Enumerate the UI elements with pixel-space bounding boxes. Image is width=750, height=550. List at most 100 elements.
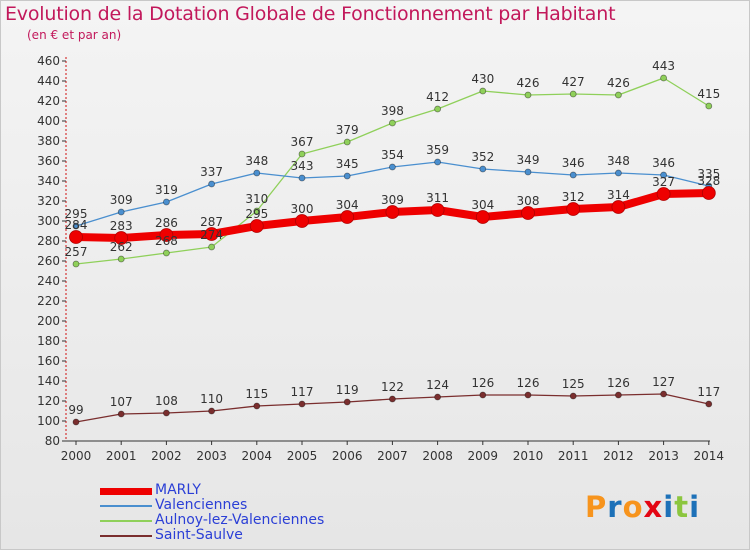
data-point-saint-saulve [162, 409, 170, 417]
legend-swatch-valenciennes [100, 505, 152, 507]
data-label-aulnoy-lez-valenciennes: 310 [245, 192, 268, 206]
data-point-valenciennes [615, 169, 622, 177]
data-point-aulnoy-lez-valenciennes [479, 87, 487, 95]
data-point-marly [521, 206, 535, 220]
data-label-marly: 295 [245, 207, 268, 221]
y-tick-label: 300 [37, 214, 60, 228]
data-label-marly: 287 [200, 215, 223, 229]
data-label-marly: 314 [607, 188, 630, 202]
data-label-saint-saulve: 107 [110, 395, 133, 409]
x-tick-label: 2001 [106, 449, 137, 463]
legend-swatch-marly [100, 488, 152, 495]
data-label-saint-saulve: 115 [245, 387, 268, 401]
data-label-aulnoy-lez-valenciennes: 262 [110, 240, 133, 254]
data-point-marly [69, 230, 83, 244]
data-label-saint-saulve: 126 [607, 376, 630, 390]
data-point-aulnoy-lez-valenciennes [569, 90, 577, 98]
data-point-marly [430, 203, 445, 217]
data-point-aulnoy-lez-valenciennes [72, 260, 80, 268]
data-label-aulnoy-lez-valenciennes: 426 [517, 76, 540, 90]
data-point-valenciennes [162, 198, 170, 206]
data-label-valenciennes: 309 [110, 193, 133, 207]
data-label-valenciennes: 343 [291, 159, 314, 173]
data-label-aulnoy-lez-valenciennes: 412 [426, 90, 449, 104]
legend-label-saint-saulve: Saint-Saulve [155, 527, 243, 543]
data-labels-layer: 284 283 286 287 295 300 304 309 311 304 308 312 314 3… [65, 59, 721, 417]
x-tick-label: 2009 [468, 449, 499, 463]
data-point-marly [475, 210, 490, 224]
logo-letter: o [622, 490, 644, 524]
data-label-saint-saulve: 119 [336, 383, 359, 397]
data-label-aulnoy-lez-valenciennes: 398 [381, 104, 404, 118]
data-point-valenciennes [72, 222, 80, 230]
y-tick-label: 420 [37, 94, 60, 108]
data-label-marly: 309 [381, 193, 404, 207]
axes: 80 100 120 140 160 180 200 220 240 260 280 300 320 34… [37, 54, 724, 463]
legend-label-valenciennes: Valenciennes [155, 497, 248, 513]
data-label-valenciennes: 349 [517, 153, 540, 167]
data-point-marly [656, 187, 671, 201]
data-label-valenciennes: 337 [200, 165, 223, 179]
logo-letter: r [607, 490, 623, 524]
y-tick-label: 140 [37, 374, 60, 388]
proxiti-logo: Proxiti [585, 490, 700, 524]
data-label-saint-saulve: 126 [471, 376, 494, 390]
data-label-marly: 327 [652, 175, 675, 189]
data-label-valenciennes: 359 [426, 143, 449, 157]
data-label-valenciennes: 346 [562, 156, 585, 170]
data-label-aulnoy-lez-valenciennes: 430 [471, 72, 494, 86]
data-point-aulnoy-lez-valenciennes [705, 102, 713, 110]
legend-label-aulnoy: Aulnoy-lez-Valenciennes [155, 512, 325, 528]
data-point-valenciennes [524, 168, 532, 176]
data-label-aulnoy-lez-valenciennes: 426 [607, 76, 630, 90]
data-point-aulnoy-lez-valenciennes [388, 119, 396, 127]
data-point-valenciennes [343, 172, 351, 180]
data-label-aulnoy-lez-valenciennes: 268 [155, 234, 178, 248]
x-tick-label: 2006 [332, 449, 363, 463]
chart-title: Evolution de la Dotation Globale de Fonc… [5, 3, 616, 25]
data-label-valenciennes: 354 [381, 148, 404, 162]
data-label-valenciennes: 348 [607, 154, 630, 168]
data-point-marly [159, 228, 174, 242]
data-point-marly [295, 214, 309, 228]
x-tick-label: 2005 [287, 449, 318, 463]
data-point-saint-saulve [615, 391, 622, 399]
data-point-valenciennes [434, 158, 442, 166]
data-point-saint-saulve [117, 410, 125, 418]
data-label-marly: 300 [291, 202, 314, 216]
data-point-valenciennes [253, 169, 261, 177]
data-label-saint-saulve: 108 [155, 394, 178, 408]
data-label-valenciennes: 345 [336, 157, 359, 171]
x-tick-label: 2014 [694, 449, 725, 463]
data-point-valenciennes [298, 174, 306, 182]
chart-subtitle: (en € et par an) [27, 28, 122, 42]
data-point-aulnoy-lez-valenciennes [660, 74, 667, 82]
y-tick-label: 400 [37, 114, 60, 128]
data-label-marly: 284 [65, 218, 88, 232]
data-point-saint-saulve [298, 400, 306, 408]
data-point-aulnoy-lez-valenciennes [117, 255, 125, 263]
data-label-aulnoy-lez-valenciennes: 415 [697, 87, 720, 101]
x-tick-label: 2004 [242, 449, 273, 463]
data-label-valenciennes: 348 [245, 154, 268, 168]
data-label-saint-saulve: 122 [381, 380, 404, 394]
x-tick-label: 2013 [648, 449, 679, 463]
logo-letter: x [643, 490, 664, 524]
data-point-valenciennes [117, 208, 125, 216]
data-label-saint-saulve: 110 [200, 392, 223, 406]
data-point-marly [385, 205, 400, 219]
y-tick-label: 380 [37, 134, 60, 148]
data-label-saint-saulve: 117 [291, 385, 314, 399]
data-point-aulnoy-lez-valenciennes [298, 150, 306, 158]
data-label-saint-saulve: 124 [426, 378, 449, 392]
y-tick-label: 240 [37, 274, 60, 288]
y-tick-label: 120 [37, 394, 60, 408]
data-label-aulnoy-lez-valenciennes: 257 [65, 245, 88, 259]
data-point-valenciennes [208, 180, 216, 188]
data-point-saint-saulve [208, 407, 216, 415]
data-point-marly [611, 200, 626, 214]
x-tick-label: 2002 [151, 449, 182, 463]
y-tick-label: 320 [37, 194, 60, 208]
logo-letter: i [689, 490, 701, 524]
x-tick-label: 2007 [377, 449, 408, 463]
